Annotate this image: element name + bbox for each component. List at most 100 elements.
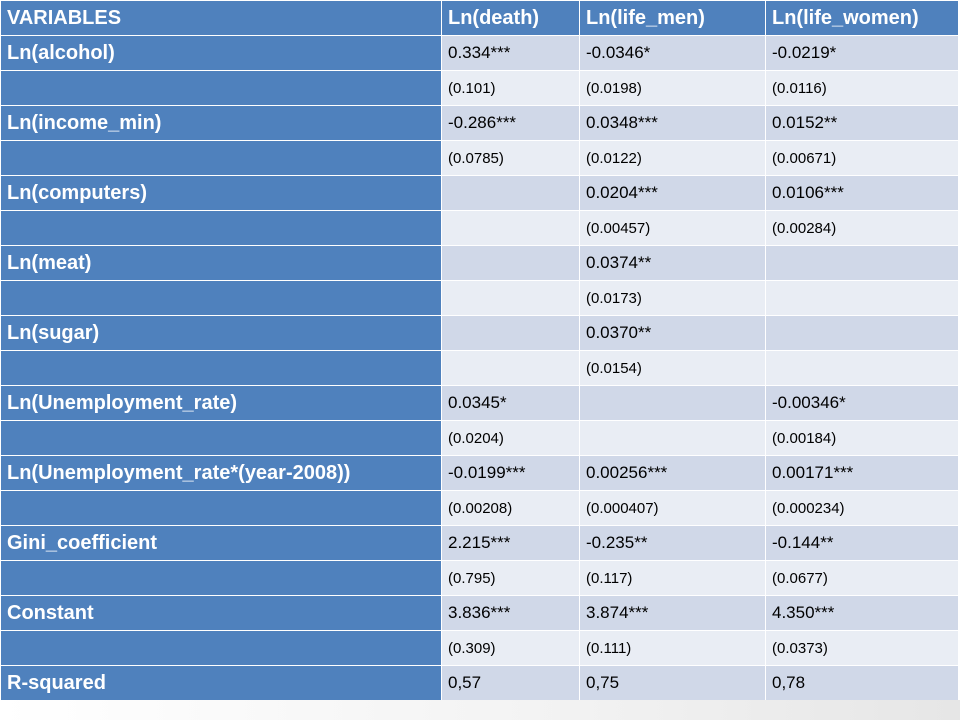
standard-error-cell	[441, 210, 580, 246]
coefficient-cell: 0,78	[765, 665, 959, 701]
coef-row: Ln(sugar) 0.0370**	[0, 315, 959, 351]
coefficient-cell	[441, 175, 580, 211]
coefficient-cell: 0.0106***	[765, 175, 959, 211]
variable-name: Ln(Unemployment_rate)	[0, 385, 442, 421]
standard-error-cell: (0.000407)	[579, 490, 766, 526]
coefficient-cell: 0.0374**	[579, 245, 766, 281]
standard-error-cell: (0.0173)	[579, 280, 766, 316]
coefficient-cell: 0.0204***	[579, 175, 766, 211]
coefficient-cell: -0.0346*	[579, 35, 766, 71]
standard-error-cell	[579, 420, 766, 456]
standard-error-cell: (0.00457)	[579, 210, 766, 246]
standard-error-cell: (0.101)	[441, 70, 580, 106]
standard-error-row: (0.0204) (0.00184)	[0, 420, 959, 456]
standard-error-cell: (0.0677)	[765, 560, 959, 596]
standard-error-cell: (0.309)	[441, 630, 580, 666]
standard-error-row: (0.309) (0.111) (0.0373)	[0, 630, 959, 666]
table-body: VARIABLES Ln(death) Ln(life_men) Ln(life…	[0, 0, 959, 701]
coef-row: Ln(alcohol) 0.334*** -0.0346* -0.0219*	[0, 35, 959, 71]
standard-error-row: (0.795) (0.117) (0.0677)	[0, 560, 959, 596]
coefficient-cell: 2.215***	[441, 525, 580, 561]
coefficient-cell: 0.0370**	[579, 315, 766, 351]
coefficient-cell: 4.350***	[765, 595, 959, 631]
coefficient-cell: 0.00256***	[579, 455, 766, 491]
coefficient-cell: 0,75	[579, 665, 766, 701]
variable-spacer	[0, 210, 442, 246]
variable-spacer	[0, 420, 442, 456]
standard-error-cell: (0.0785)	[441, 140, 580, 176]
variable-name: Ln(sugar)	[0, 315, 442, 351]
coefficient-cell: 0,57	[441, 665, 580, 701]
coefficient-cell: -0.00346*	[765, 385, 959, 421]
coefficient-cell: -0.0199***	[441, 455, 580, 491]
coef-row: R-squared 0,57 0,75 0,78	[0, 665, 959, 701]
coefficient-cell: 3.836***	[441, 595, 580, 631]
variable-name: Gini_coefficient	[0, 525, 442, 561]
regression-table: VARIABLES Ln(death) Ln(life_men) Ln(life…	[0, 0, 959, 701]
standard-error-row: (0.0173)	[0, 280, 959, 316]
standard-error-cell: (0.0204)	[441, 420, 580, 456]
coef-row: Ln(income_min) -0.286*** 0.0348*** 0.0152**	[0, 105, 959, 141]
variable-spacer	[0, 70, 442, 106]
variable-name: Ln(income_min)	[0, 105, 442, 141]
header-ln-life-men: Ln(life_men)	[579, 0, 766, 36]
header-ln-life-women: Ln(life_women)	[765, 0, 959, 36]
header-row: VARIABLES Ln(death) Ln(life_men) Ln(life…	[0, 0, 959, 36]
standard-error-row: (0.00457) (0.00284)	[0, 210, 959, 246]
standard-error-cell: (0.117)	[579, 560, 766, 596]
header-ln-death: Ln(death)	[441, 0, 580, 36]
standard-error-row: (0.00208) (0.000407) (0.000234)	[0, 490, 959, 526]
coefficient-cell: 0.0348***	[579, 105, 766, 141]
coef-row: Ln(Unemployment_rate*(year-2008)) -0.0199…	[0, 455, 959, 491]
variable-name: Constant	[0, 595, 442, 631]
coefficient-cell: -0.286***	[441, 105, 580, 141]
variable-name: Ln(alcohol)	[0, 35, 442, 71]
coefficient-cell: 0.0345*	[441, 385, 580, 421]
variable-spacer	[0, 490, 442, 526]
standard-error-cell	[441, 350, 580, 386]
standard-error-cell: (0.0122)	[579, 140, 766, 176]
coefficient-cell	[765, 315, 959, 351]
coefficient-cell: 0.334***	[441, 35, 580, 71]
coef-row: Ln(Unemployment_rate) 0.0345* -0.00346*	[0, 385, 959, 421]
coefficient-cell: -0.0219*	[765, 35, 959, 71]
standard-error-cell	[765, 280, 959, 316]
standard-error-cell: (0.00208)	[441, 490, 580, 526]
coefficient-cell	[441, 315, 580, 351]
coef-row: Ln(computers) 0.0204*** 0.0106***	[0, 175, 959, 211]
standard-error-row: (0.0154)	[0, 350, 959, 386]
standard-error-cell: (0.111)	[579, 630, 766, 666]
standard-error-row: (0.101) (0.0198) (0.0116)	[0, 70, 959, 106]
standard-error-cell: (0.0116)	[765, 70, 959, 106]
standard-error-row: (0.0785) (0.0122) (0.00671)	[0, 140, 959, 176]
coef-row: Gini_coefficient 2.215*** -0.235** -0.144**	[0, 525, 959, 561]
coefficient-cell	[765, 245, 959, 281]
standard-error-cell: (0.0373)	[765, 630, 959, 666]
standard-error-cell: (0.0154)	[579, 350, 766, 386]
standard-error-cell: (0.00284)	[765, 210, 959, 246]
coefficient-cell	[441, 245, 580, 281]
coefficient-cell: 0.00171***	[765, 455, 959, 491]
coefficient-cell: 3.874***	[579, 595, 766, 631]
variable-name: R-squared	[0, 665, 442, 701]
variable-spacer	[0, 280, 442, 316]
coefficient-cell: -0.144**	[765, 525, 959, 561]
variable-spacer	[0, 560, 442, 596]
variable-name: Ln(meat)	[0, 245, 442, 281]
slide-background	[0, 700, 960, 720]
coefficient-cell: 0.0152**	[765, 105, 959, 141]
variable-spacer	[0, 350, 442, 386]
coef-row: Ln(meat) 0.0374**	[0, 245, 959, 281]
variable-spacer	[0, 140, 442, 176]
standard-error-cell	[441, 280, 580, 316]
variable-name: Ln(Unemployment_rate*(year-2008))	[0, 455, 442, 491]
standard-error-cell	[765, 350, 959, 386]
coefficient-cell: -0.235**	[579, 525, 766, 561]
variable-spacer	[0, 630, 442, 666]
standard-error-cell: (0.00671)	[765, 140, 959, 176]
standard-error-cell: (0.000234)	[765, 490, 959, 526]
standard-error-cell: (0.795)	[441, 560, 580, 596]
standard-error-cell: (0.00184)	[765, 420, 959, 456]
header-variables: VARIABLES	[0, 0, 442, 36]
standard-error-cell: (0.0198)	[579, 70, 766, 106]
